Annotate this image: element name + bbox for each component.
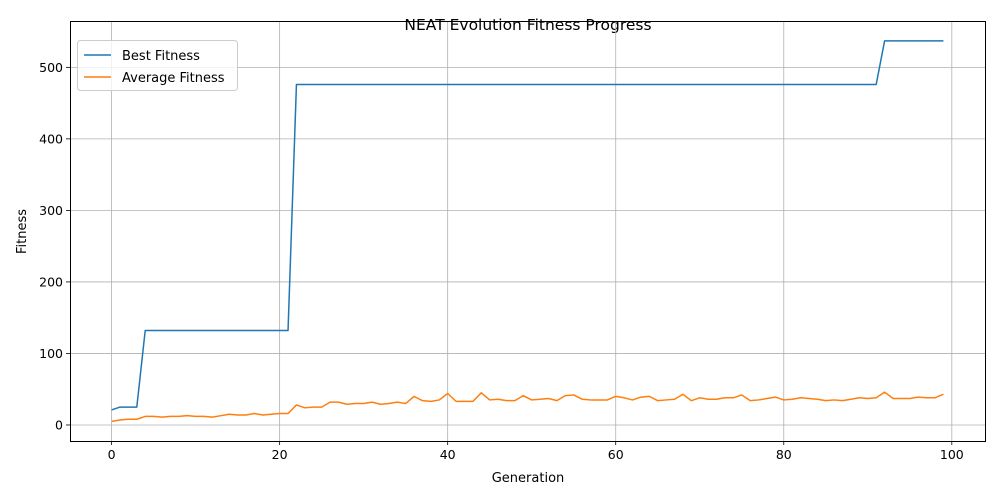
- x-tick-label: 20: [272, 447, 288, 462]
- legend-label-average-fitness: Average Fitness: [122, 71, 225, 86]
- axis-ticks: 0 20 40 60 80 100 0 100 200 300 400 500: [39, 60, 964, 462]
- series-line-average-fitness: [111, 391, 944, 423]
- legend-label-best-fitness: Best Fitness: [122, 49, 200, 64]
- x-tick-label: 40: [440, 447, 456, 462]
- series-lines: [111, 40, 944, 423]
- x-tick-label: 80: [776, 447, 792, 462]
- y-tick-label: 200: [39, 274, 63, 289]
- x-axis-label: Generation: [492, 471, 565, 486]
- y-axis-label: Fitness: [15, 209, 30, 254]
- chart-title: NEAT Evolution Fitness Progress: [404, 16, 651, 34]
- x-tick-label: 0: [108, 447, 116, 462]
- series-line-best-fitness: [111, 40, 944, 411]
- x-tick-label: 100: [940, 447, 964, 462]
- legend: Best Fitness Average Fitness: [77, 40, 238, 91]
- x-tick-label: 60: [608, 447, 624, 462]
- y-tick-label: 300: [39, 203, 63, 218]
- plot-area-frame: [70, 21, 986, 442]
- y-tick-label: 400: [39, 131, 63, 146]
- legend-box: [77, 40, 238, 91]
- y-tick-label: 0: [55, 417, 63, 432]
- grid-lines: [70, 21, 985, 441]
- y-tick-label: 100: [39, 346, 63, 361]
- y-tick-label: 500: [39, 60, 63, 75]
